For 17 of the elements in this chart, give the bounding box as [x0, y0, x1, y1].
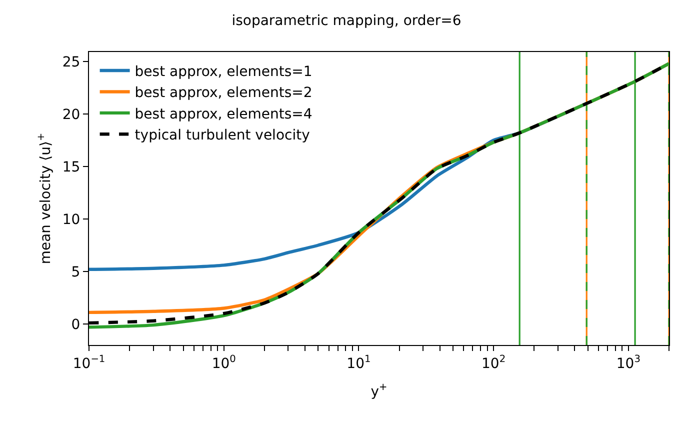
- x-tick-label: 10$^{1}$: [346, 354, 371, 372]
- x-tick-label: 10$^{2}$: [482, 354, 506, 372]
- y-tick-label: 20: [62, 106, 80, 123]
- x-tick-label: 10$^{−1}$: [72, 354, 106, 372]
- y-tick-label: 5: [71, 264, 80, 280]
- legend-label: best approx, elements=2: [134, 85, 312, 102]
- y-tick-label: 25: [62, 54, 80, 70]
- x-axis-title: y$^{+}$: [370, 382, 388, 400]
- y-tick-label: 15: [62, 159, 80, 176]
- legend-label: typical turbulent velocity: [134, 128, 310, 144]
- x-tick-label: 10$^{3}$: [616, 354, 640, 372]
- legend-label: best approx, elements=1: [134, 64, 312, 80]
- chart-title: isoparametric mapping, order=6: [232, 12, 462, 29]
- legend-label: best approx, elements=4: [134, 106, 312, 122]
- x-tick-label: 10$^{0}$: [212, 354, 236, 372]
- y-tick-label: 0: [71, 316, 80, 333]
- y-tick-label: 10: [62, 212, 80, 228]
